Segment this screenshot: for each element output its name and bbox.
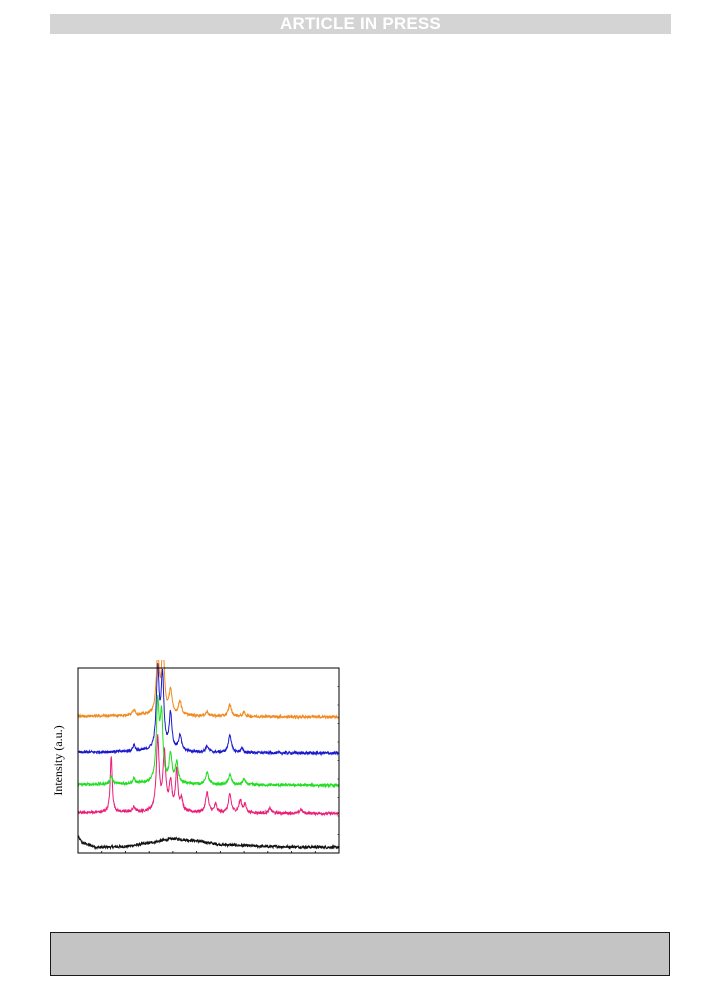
y-axis-label: Intensity (a.u.) (51, 725, 65, 795)
xrd-chart: Intensity (a.u.) (51, 660, 340, 854)
article-in-press-banner: ARTICLE IN PRESS (50, 14, 671, 34)
footer-box (50, 932, 670, 976)
series-line-0 (77, 834, 340, 851)
series-line-2 (77, 694, 340, 789)
series-layer (77, 660, 340, 851)
plot-frame (77, 667, 340, 854)
series-line-4 (77, 660, 340, 721)
series-line-1 (77, 734, 339, 817)
x-ticks (77, 667, 340, 854)
series-line-3 (77, 662, 340, 757)
